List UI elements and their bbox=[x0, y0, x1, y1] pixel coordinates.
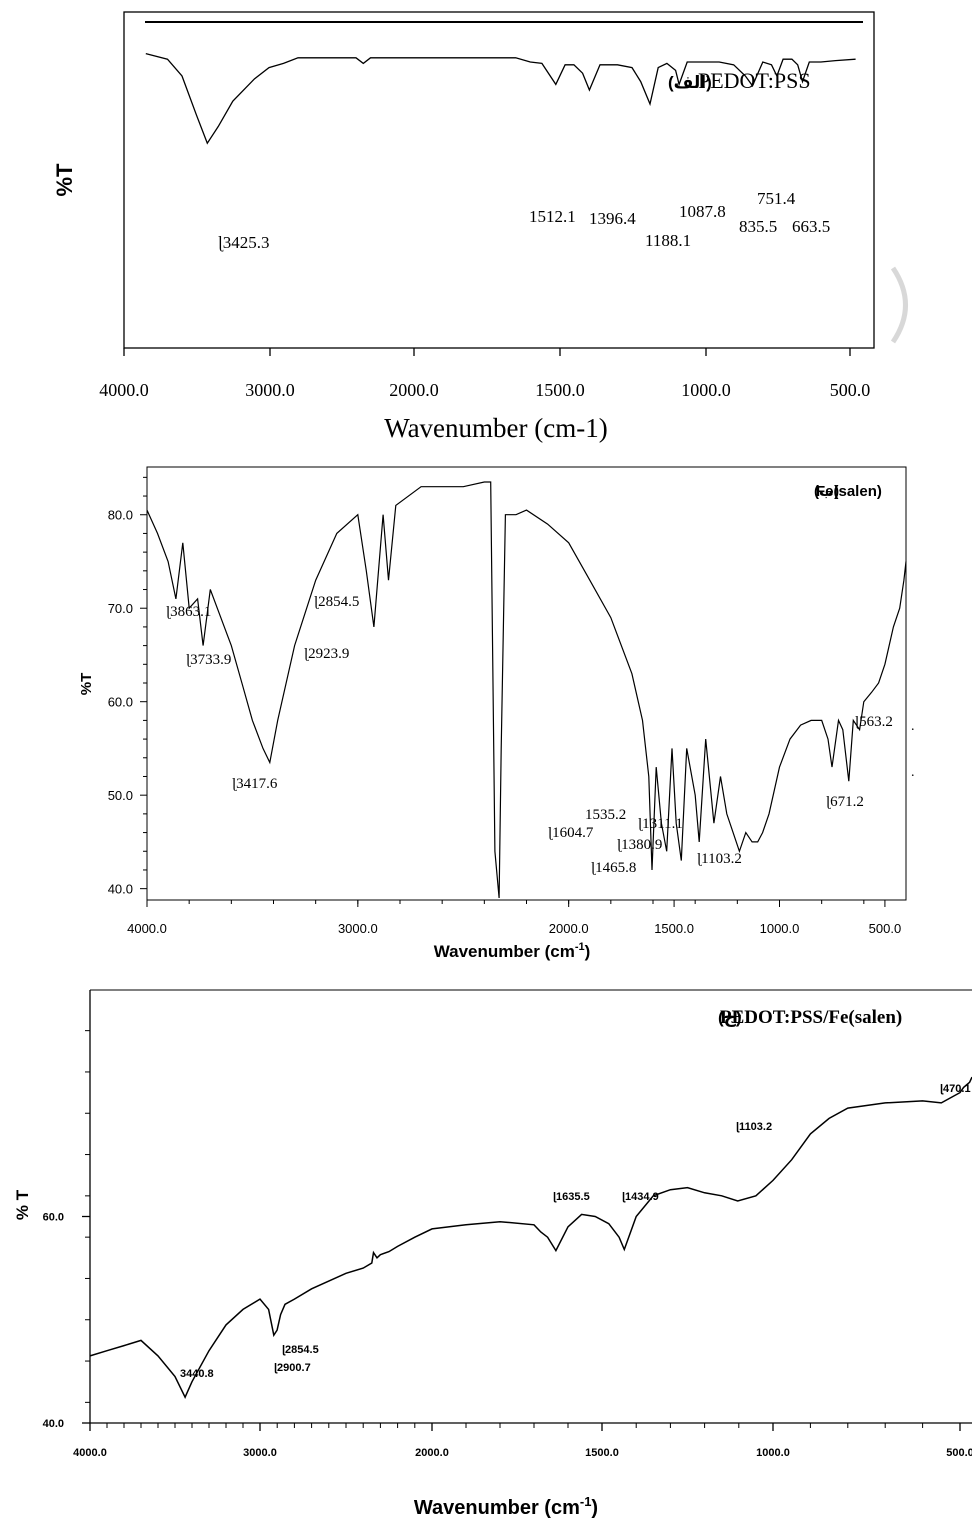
x-axis-ticks: 4000.0 3000.0 2000.0 1500.0 1000.0 500.0 bbox=[99, 348, 870, 400]
peak-label: ɭ3733.9 bbox=[186, 652, 231, 668]
peak-label: ɭ2923.9 bbox=[304, 646, 349, 662]
x-tick-label: 1500.0 bbox=[585, 1447, 619, 1459]
x-tick-label: 3000.0 bbox=[243, 1447, 277, 1459]
peak-label: ɭ563.2 bbox=[855, 714, 893, 730]
peak-label: ɭ1604.7 bbox=[548, 825, 594, 841]
peak-label: ɭ2854.5 bbox=[314, 594, 359, 610]
x-tick-label: 1000.0 bbox=[681, 380, 731, 400]
peak-label: ɭ671.2 bbox=[826, 794, 864, 810]
x-tick-label: 500.0 bbox=[830, 380, 871, 400]
x-tick-label: 1500.0 bbox=[535, 380, 585, 400]
peak-label: ɭ1635.5 bbox=[553, 1191, 590, 1203]
x-axis-label: Wavenumber (cm-1) bbox=[434, 941, 591, 961]
x-tick-label: 1500.0 bbox=[654, 921, 694, 936]
peak-labels: 3440.8 ɭ2900.7 ɭ2854.5 ɭ1635.5 ɭ1434.9 ɭ… bbox=[180, 1083, 971, 1380]
panel-label-fa: (ب) bbox=[814, 483, 839, 500]
y-tick-label: 80.0 bbox=[108, 508, 133, 523]
peak-label: ɭ2900.7 bbox=[274, 1362, 311, 1374]
x-tick-label: 2000.0 bbox=[415, 1447, 449, 1459]
peak-label: ɭ1465.8 bbox=[591, 860, 636, 876]
y-axis-label: %T bbox=[52, 163, 77, 197]
peak-label: 1512.1 bbox=[529, 207, 576, 226]
peak-label: ɭ1311.1 bbox=[638, 816, 683, 832]
x-tick-label: 1000.0 bbox=[760, 921, 800, 936]
peak-labels: ɭ3425.3 1512.1 1396.4 1188.1 1087.8 835.5 751.… bbox=[218, 189, 830, 252]
peak-label: 835.5 bbox=[739, 217, 777, 236]
y-axis-label: %T bbox=[78, 673, 95, 696]
peak-label: ɭ1380.9 bbox=[617, 837, 662, 853]
axis-ticks: 4000.0 3000.0 2000.0 1500.0 1000.0 500.0 40.0 5… bbox=[108, 476, 902, 936]
x-axis-label: Wavenumber (cm-1) bbox=[384, 413, 607, 443]
x-tick-label: 2000.0 bbox=[389, 380, 439, 400]
panel-label-name: PEDOT:PSS bbox=[698, 68, 811, 93]
x-tick-label: 500.0 bbox=[946, 1447, 972, 1459]
x-tick-label: 4000.0 bbox=[73, 1447, 107, 1459]
y-tick-label: 70.0 bbox=[108, 601, 133, 616]
x-tick-label: 4000.0 bbox=[99, 380, 149, 400]
x-tick-label: 3000.0 bbox=[245, 380, 295, 400]
stray-dot: . bbox=[911, 719, 915, 734]
plot-frame bbox=[146, 466, 907, 901]
x-tick-label: 500.0 bbox=[869, 921, 902, 936]
y-axis-label: % T bbox=[13, 1189, 32, 1220]
x-tick-label: 1000.0 bbox=[756, 1447, 790, 1459]
y-tick-label: 40.0 bbox=[43, 1418, 64, 1430]
y-tick-label: 60.0 bbox=[108, 695, 133, 710]
peak-label: ɭ3863.1 bbox=[166, 604, 211, 620]
series-line bbox=[145, 52, 856, 145]
peak-label: 1188.1 bbox=[645, 231, 691, 250]
x-tick-label: 4000.0 bbox=[127, 921, 167, 936]
panel-composite: 4000.0 3000.0 2000.0 1500.0 1000.0 500.0 40.0 6… bbox=[13, 989, 972, 1519]
decorative-arc bbox=[890, 266, 908, 344]
stray-dot: . bbox=[911, 765, 915, 780]
peak-labels: ɭ3863.1 ɭ3733.9 ɭ3417.6 ɭ2923.9 ɭ2854.5 … bbox=[166, 594, 893, 876]
peak-label: 1087.8 bbox=[679, 202, 726, 221]
axis-ticks: 4000.0 3000.0 2000.0 1500.0 1000.0 500.0 40.0 6… bbox=[43, 1030, 972, 1459]
peak-label: ɭ470.1 bbox=[940, 1083, 971, 1095]
series-line bbox=[146, 481, 907, 899]
peak-label: ɭ1103.2 bbox=[697, 851, 742, 867]
peak-label: ɭ1434.9 bbox=[622, 1191, 659, 1203]
plot-frame bbox=[123, 11, 875, 349]
series-line bbox=[89, 1076, 972, 1399]
panel-label-name: Fe(salen) bbox=[816, 483, 882, 500]
panel-label-name: PEDOT:PSS/Fe(salen) bbox=[720, 1007, 902, 1028]
y-tick-label: 50.0 bbox=[108, 788, 133, 803]
peak-label: 3440.8 bbox=[180, 1368, 214, 1380]
x-axis-label: Wavenumber (cm-1) bbox=[414, 1494, 598, 1519]
peak-label: 663.5 bbox=[792, 217, 830, 236]
y-tick-label: 40.0 bbox=[108, 882, 133, 897]
panel-label-fa: (الف) bbox=[668, 73, 712, 92]
panel-pedot-pss: 4000.0 3000.0 2000.0 1500.0 1000.0 500.0 ɭ342… bbox=[52, 11, 908, 443]
peak-label: ɭ3417.6 bbox=[232, 776, 278, 792]
x-tick-label: 2000.0 bbox=[549, 921, 589, 936]
peak-label: ɭ2854.5 bbox=[282, 1344, 319, 1356]
peak-label: 751.4 bbox=[757, 189, 796, 208]
y-tick-label: 60.0 bbox=[43, 1212, 64, 1224]
peak-label: ɭ3425.3 bbox=[218, 233, 269, 252]
panel-label-fa: (ج) bbox=[718, 1008, 742, 1028]
peak-label: 1396.4 bbox=[589, 209, 636, 228]
peak-label: ɭ1103.2 bbox=[736, 1121, 772, 1133]
x-tick-label: 3000.0 bbox=[338, 921, 378, 936]
peak-label: 1535.2 bbox=[585, 807, 626, 823]
panel-fe-salen: 4000.0 3000.0 2000.0 1500.0 1000.0 500.0 40.0 5… bbox=[78, 466, 915, 961]
